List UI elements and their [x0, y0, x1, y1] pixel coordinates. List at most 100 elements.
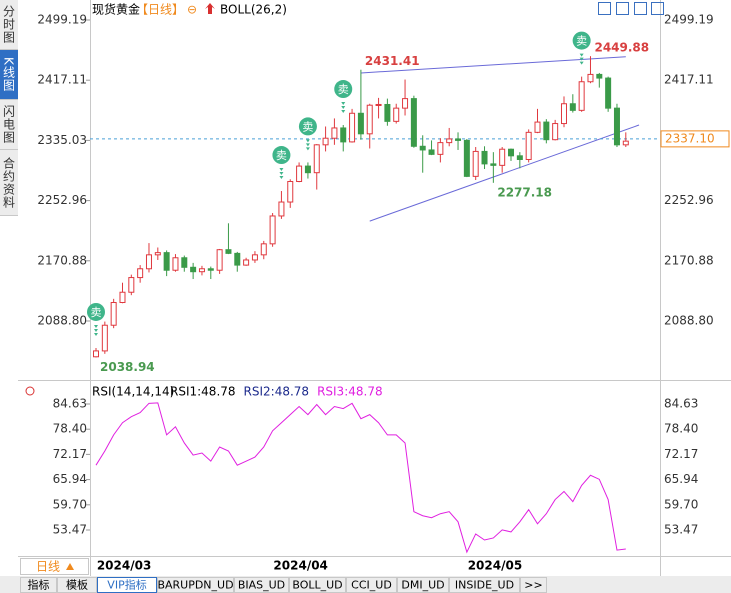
- sidebar-tab[interactable]: 合约资料: [0, 150, 18, 216]
- footer-tab-label[interactable]: 指标: [28, 578, 50, 592]
- candle-body: [622, 140, 629, 146]
- signal-arrow: [579, 57, 584, 61]
- legend-entry: RSI2:48.78: [244, 385, 310, 399]
- footer-tab-label[interactable]: VIP指标: [107, 578, 146, 592]
- candle-body: [340, 127, 347, 143]
- signal-arrow: [94, 332, 98, 336]
- candle-body: [560, 103, 567, 125]
- candle-body: [508, 148, 515, 157]
- candle-body: [446, 138, 453, 144]
- candle-body: [163, 252, 170, 271]
- signal-arrow: [341, 110, 346, 114]
- candle-body: [154, 252, 161, 256]
- y-tick-label: 2088.80: [37, 313, 87, 327]
- tool-icon[interactable]: [651, 2, 664, 15]
- settings-icon[interactable]: [25, 386, 35, 396]
- y-tick-label: 72.17: [664, 447, 698, 461]
- y-tick-label: 59.70: [53, 497, 87, 511]
- candle-body: [190, 266, 197, 273]
- candle-body: [251, 254, 258, 261]
- candle-body: [322, 137, 329, 146]
- signal-arrow: [305, 147, 310, 151]
- sell-signal: [572, 31, 591, 50]
- sidebar-tab[interactable]: K线图: [0, 50, 18, 100]
- footer-tab-label[interactable]: BARUPDN_UD: [157, 579, 233, 592]
- footer-tab-label[interactable]: INSIDE_UD: [455, 579, 514, 592]
- candle-body: [596, 73, 603, 79]
- y-tick-label: 78.40: [664, 422, 698, 436]
- y-tick-label: 2252.96: [37, 193, 87, 207]
- candle-body: [349, 112, 356, 143]
- candle-body: [516, 155, 523, 160]
- candle-body: [472, 150, 479, 177]
- y-tick-label: 2335.03: [37, 133, 87, 147]
- signal-arrow: [94, 324, 98, 328]
- toolbar-icons: [598, 2, 664, 15]
- sell-signal-label: 卖: [302, 120, 313, 133]
- candle-body: [260, 243, 267, 256]
- footer-tab-label[interactable]: DMI_UD: [401, 579, 444, 592]
- period-button-label[interactable]: 日线: [36, 560, 60, 574]
- candle-body: [499, 148, 506, 166]
- candle-body: [419, 145, 426, 151]
- tool-icon[interactable]: [598, 2, 611, 15]
- candle-body: [525, 131, 532, 160]
- tool-icon[interactable]: [616, 2, 629, 15]
- y-tick-label: 53.47: [664, 523, 698, 537]
- y-tick-label: 65.94: [664, 472, 698, 486]
- price-annotation: 2277.18: [497, 185, 552, 199]
- candle-body: [278, 201, 285, 217]
- footer-tab-label[interactable]: CCI_UD: [351, 579, 392, 592]
- arrow-icon[interactable]: [205, 3, 215, 14]
- footer-tab-label[interactable]: >>: [524, 579, 542, 592]
- sidebar-tab[interactable]: 分时图: [0, 0, 18, 50]
- sell-signal-label: 卖: [91, 306, 102, 319]
- footer-tab-label[interactable]: 模板: [66, 578, 88, 592]
- candle-body: [137, 268, 144, 279]
- price-annotation: 2449.88: [594, 41, 649, 55]
- candle-body: [216, 249, 223, 271]
- candle-body: [119, 291, 126, 304]
- footer-tab-label[interactable]: BOLL_UD: [292, 579, 342, 592]
- sell-signal: [272, 146, 291, 165]
- current-price-box: [660, 130, 730, 148]
- candle-body: [481, 150, 488, 165]
- period-button[interactable]: [20, 558, 89, 575]
- zoom-icon[interactable]: ⊖: [187, 3, 197, 17]
- sell-signal-label: 卖: [338, 83, 349, 96]
- y-tick-label: 84.63: [53, 397, 87, 411]
- signal-arrow: [94, 328, 98, 332]
- footer-tab-label[interactable]: BIAS_UD: [238, 579, 285, 592]
- candle-body: [110, 302, 117, 326]
- signal-arrow: [579, 53, 584, 57]
- y-tick-label: 78.40: [53, 422, 87, 436]
- candle-body: [225, 249, 232, 254]
- candle-body: [101, 324, 108, 352]
- candle-body: [428, 149, 435, 155]
- tool-icon[interactable]: [634, 2, 647, 15]
- candle-body: [534, 121, 541, 133]
- candle-body: [569, 103, 576, 111]
- candle-body: [552, 123, 559, 141]
- rsi-line: [95, 402, 626, 554]
- candle-body: [296, 165, 303, 182]
- candle-body: [269, 215, 276, 245]
- sell-signal-label: 卖: [276, 149, 287, 162]
- y-tick-label: 2417.11: [664, 73, 714, 87]
- candle-body: [384, 103, 391, 122]
- sidebar-tab[interactable]: 闪电图: [0, 100, 18, 150]
- signal-arrow: [579, 61, 584, 65]
- y-tick-label: 2417.11: [37, 73, 87, 87]
- candle-body: [402, 98, 409, 109]
- rsi-title: RSI(14,14,14): [92, 385, 174, 399]
- legend-entry: RSI1:48.78: [170, 385, 236, 399]
- candle-body: [463, 139, 470, 177]
- signal-arrow: [341, 106, 346, 110]
- x-tick-label: 2024/03: [97, 559, 151, 573]
- candle-body: [587, 73, 594, 83]
- candle-body: [128, 277, 135, 293]
- candle-body: [490, 163, 497, 166]
- dropdown-icon[interactable]: [66, 563, 74, 570]
